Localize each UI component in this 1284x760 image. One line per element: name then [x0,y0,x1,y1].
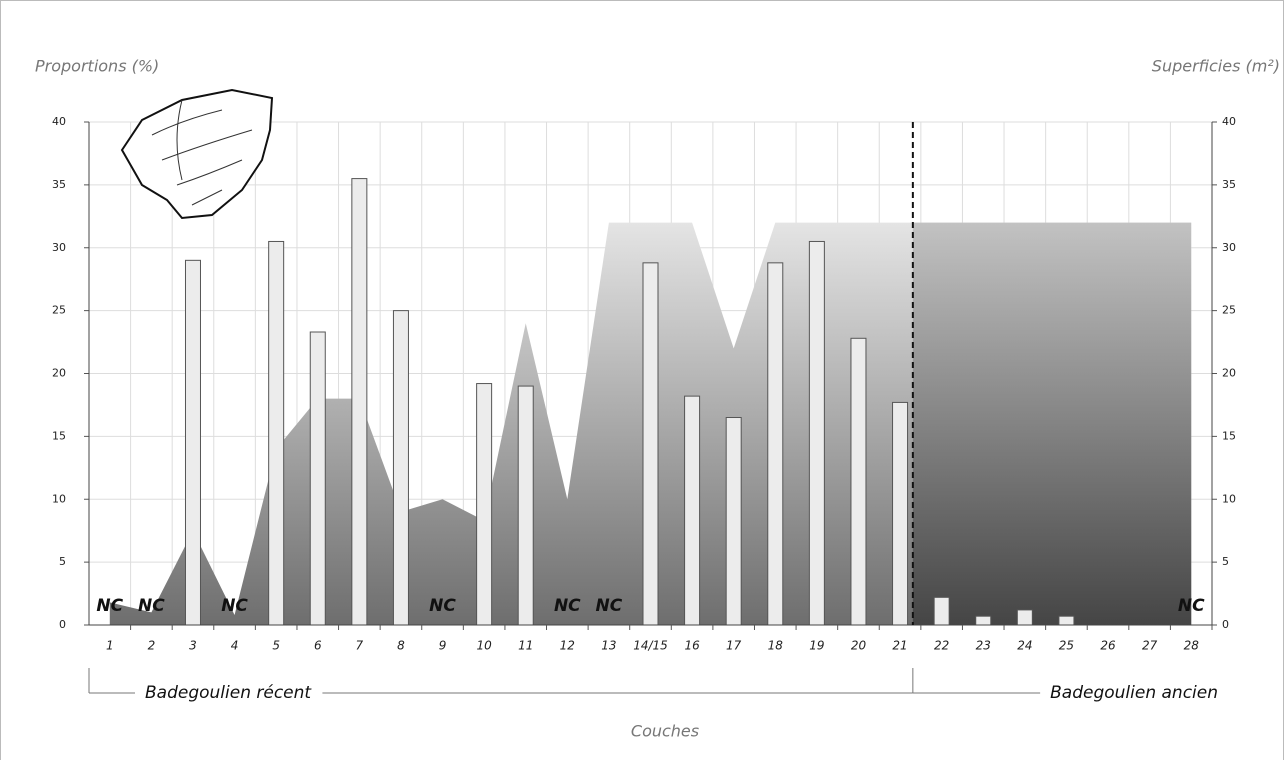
y-tick-label: 10 [52,492,66,505]
x-tick-label: 3 [189,639,197,653]
value-label: NC [138,596,165,616]
x-tick-label: 6 [314,639,322,653]
bar [392,310,409,626]
x-tick-label: 13 [601,639,616,653]
group-label: Badegoulien ancien [1050,683,1218,703]
y-tick-label: 25 [52,304,66,317]
x-tick-label: 19 [809,639,824,653]
value-label: NC [96,596,123,616]
x-tick-label: 11 [518,639,533,653]
x-tick-label: 7 [356,639,364,653]
y-tick-label: 0 [59,618,66,631]
x-tick-label: 27 [1142,639,1158,653]
x-tick-label: 2 [148,639,156,653]
x-tick-label: 4 [231,639,239,653]
y2-tick-label: 40 [1222,115,1236,128]
value-label: NC [221,596,248,616]
bar [642,262,659,626]
x-tick-label: 23 [976,639,991,653]
bar [309,331,326,626]
bar [933,596,950,626]
value-label: NC [554,596,581,616]
x-tick-label: 25 [1059,639,1074,653]
x-tick-label: 18 [768,639,784,653]
plot-area: NC NC NC NC NC NC NC [84,121,1217,630]
y-axis-title: Proportions (%) [35,57,159,76]
bar [975,615,992,626]
x-tick-label: 17 [726,639,742,653]
bar [850,337,867,626]
y-tick-label: 20 [52,367,66,380]
x-tick-label: 12 [560,639,575,653]
y2-tick-label: 35 [1222,178,1236,191]
flint-illustration [120,88,274,220]
x-tick-label: 1 [106,639,114,653]
value-label: NC [596,596,623,616]
x-tick-label: 20 [851,639,867,653]
x-tick-label: 26 [1100,639,1116,653]
bar [808,240,825,626]
group-label: Badegoulien récent [145,683,312,703]
value-label: NC [429,596,456,616]
x-tick-label: 8 [397,639,405,653]
bar [476,383,493,626]
bar [1058,615,1075,626]
y2-tick-label: 10 [1222,492,1236,505]
x-tick-label: 28 [1184,639,1200,653]
bar [517,385,534,626]
bar [725,417,742,626]
y2-tick-label: 20 [1222,367,1236,380]
x-tick-label: 14/15 [633,639,668,653]
bar [351,178,368,626]
y-tick-label: 15 [52,429,66,442]
x-tick-label: 5 [272,639,280,653]
value-label: NC [1178,596,1205,616]
group-label-bg [135,683,323,703]
y-tick-label: 40 [52,115,66,128]
x-tick-label: 24 [1017,639,1032,653]
y2-tick-label: 30 [1222,241,1236,254]
x-tick-label: 21 [892,639,907,653]
x-tick-label: 10 [476,639,492,653]
y-tick-label: 30 [52,241,66,254]
bar [767,262,784,626]
y-tick-label: 5 [59,555,66,568]
x-tick-label: 16 [684,639,700,653]
y2-axis-title: Superficies (m²) [1152,57,1280,76]
bar [892,401,909,626]
y2-tick-label: 0 [1222,618,1229,631]
y-tick-label: 35 [52,178,66,191]
bar [1016,609,1033,626]
bar [684,395,701,626]
bar [268,240,285,626]
bar [184,259,201,626]
x-tick-label: 9 [439,639,447,653]
y2-tick-label: 15 [1222,429,1236,442]
y2-tick-label: 5 [1222,555,1229,568]
x-tick-label: 22 [934,639,949,653]
x-axis-title: Couches [631,722,699,741]
area [912,222,1192,625]
group-label-bg [1040,683,1228,703]
y2-tick-label: 25 [1222,304,1236,317]
